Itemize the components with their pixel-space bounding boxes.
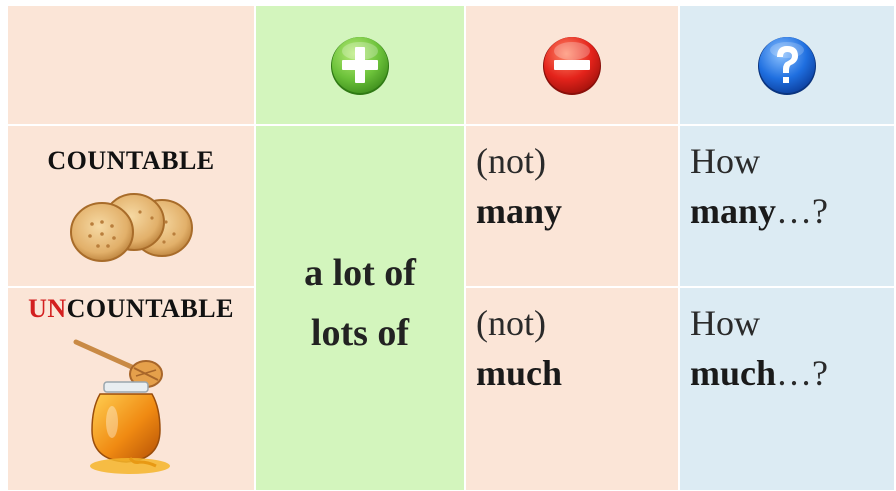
quantifier-table: COUNTABLE a lot of lots of (8, 6, 894, 490)
negative-uncountable-cell: (not) much (466, 288, 678, 490)
question-circle-icon (755, 33, 819, 97)
header-positive-cell (256, 6, 464, 124)
question-countable-prefix: How (690, 141, 760, 181)
positive-phrase-lots-of: lots of (310, 312, 410, 354)
question-countable-word: many (690, 191, 777, 231)
question-countable-text: How many…? (690, 136, 828, 236)
countable-label: COUNTABLE (47, 146, 215, 175)
question-countable-cell: How many…? (680, 126, 894, 286)
positive-phrase-a-lot-of: a lot of (304, 252, 416, 294)
negative-uncountable-prefix: (not) (476, 303, 546, 343)
question-uncountable-suffix: …? (776, 353, 828, 393)
uncountable-rest: COUNTABLE (66, 294, 234, 323)
honey-jar-image (73, 339, 170, 474)
negative-uncountable-text: (not) much (476, 298, 562, 398)
question-uncountable-prefix: How (690, 303, 760, 343)
positive-phrases-cell: a lot of lots of (256, 126, 464, 490)
minus-circle-icon (540, 33, 604, 97)
question-uncountable-text: How much…? (690, 298, 828, 398)
negative-countable-prefix: (not) (476, 141, 546, 181)
question-uncountable-word: much (690, 353, 777, 393)
negative-countable-text: (not) many (476, 136, 562, 236)
header-negative-cell (466, 6, 678, 124)
header-empty-cell (8, 6, 254, 124)
question-uncountable-cell: How much…? (680, 288, 894, 490)
plus-circle-icon (328, 33, 392, 97)
negative-uncountable-word: much (476, 353, 563, 393)
biscuits-image (70, 193, 193, 262)
uncountable-prefix: UN (28, 294, 67, 323)
negative-countable-word: many (476, 191, 563, 231)
countable-label-cell: COUNTABLE (8, 126, 254, 286)
uncountable-label-cell: UNCOUNTABLE (8, 288, 254, 490)
uncountable-label: UNCOUNTABLE (8, 294, 254, 324)
negative-countable-cell: (not) many (466, 126, 678, 286)
header-question-cell (680, 6, 894, 124)
question-countable-suffix: …? (776, 191, 828, 231)
